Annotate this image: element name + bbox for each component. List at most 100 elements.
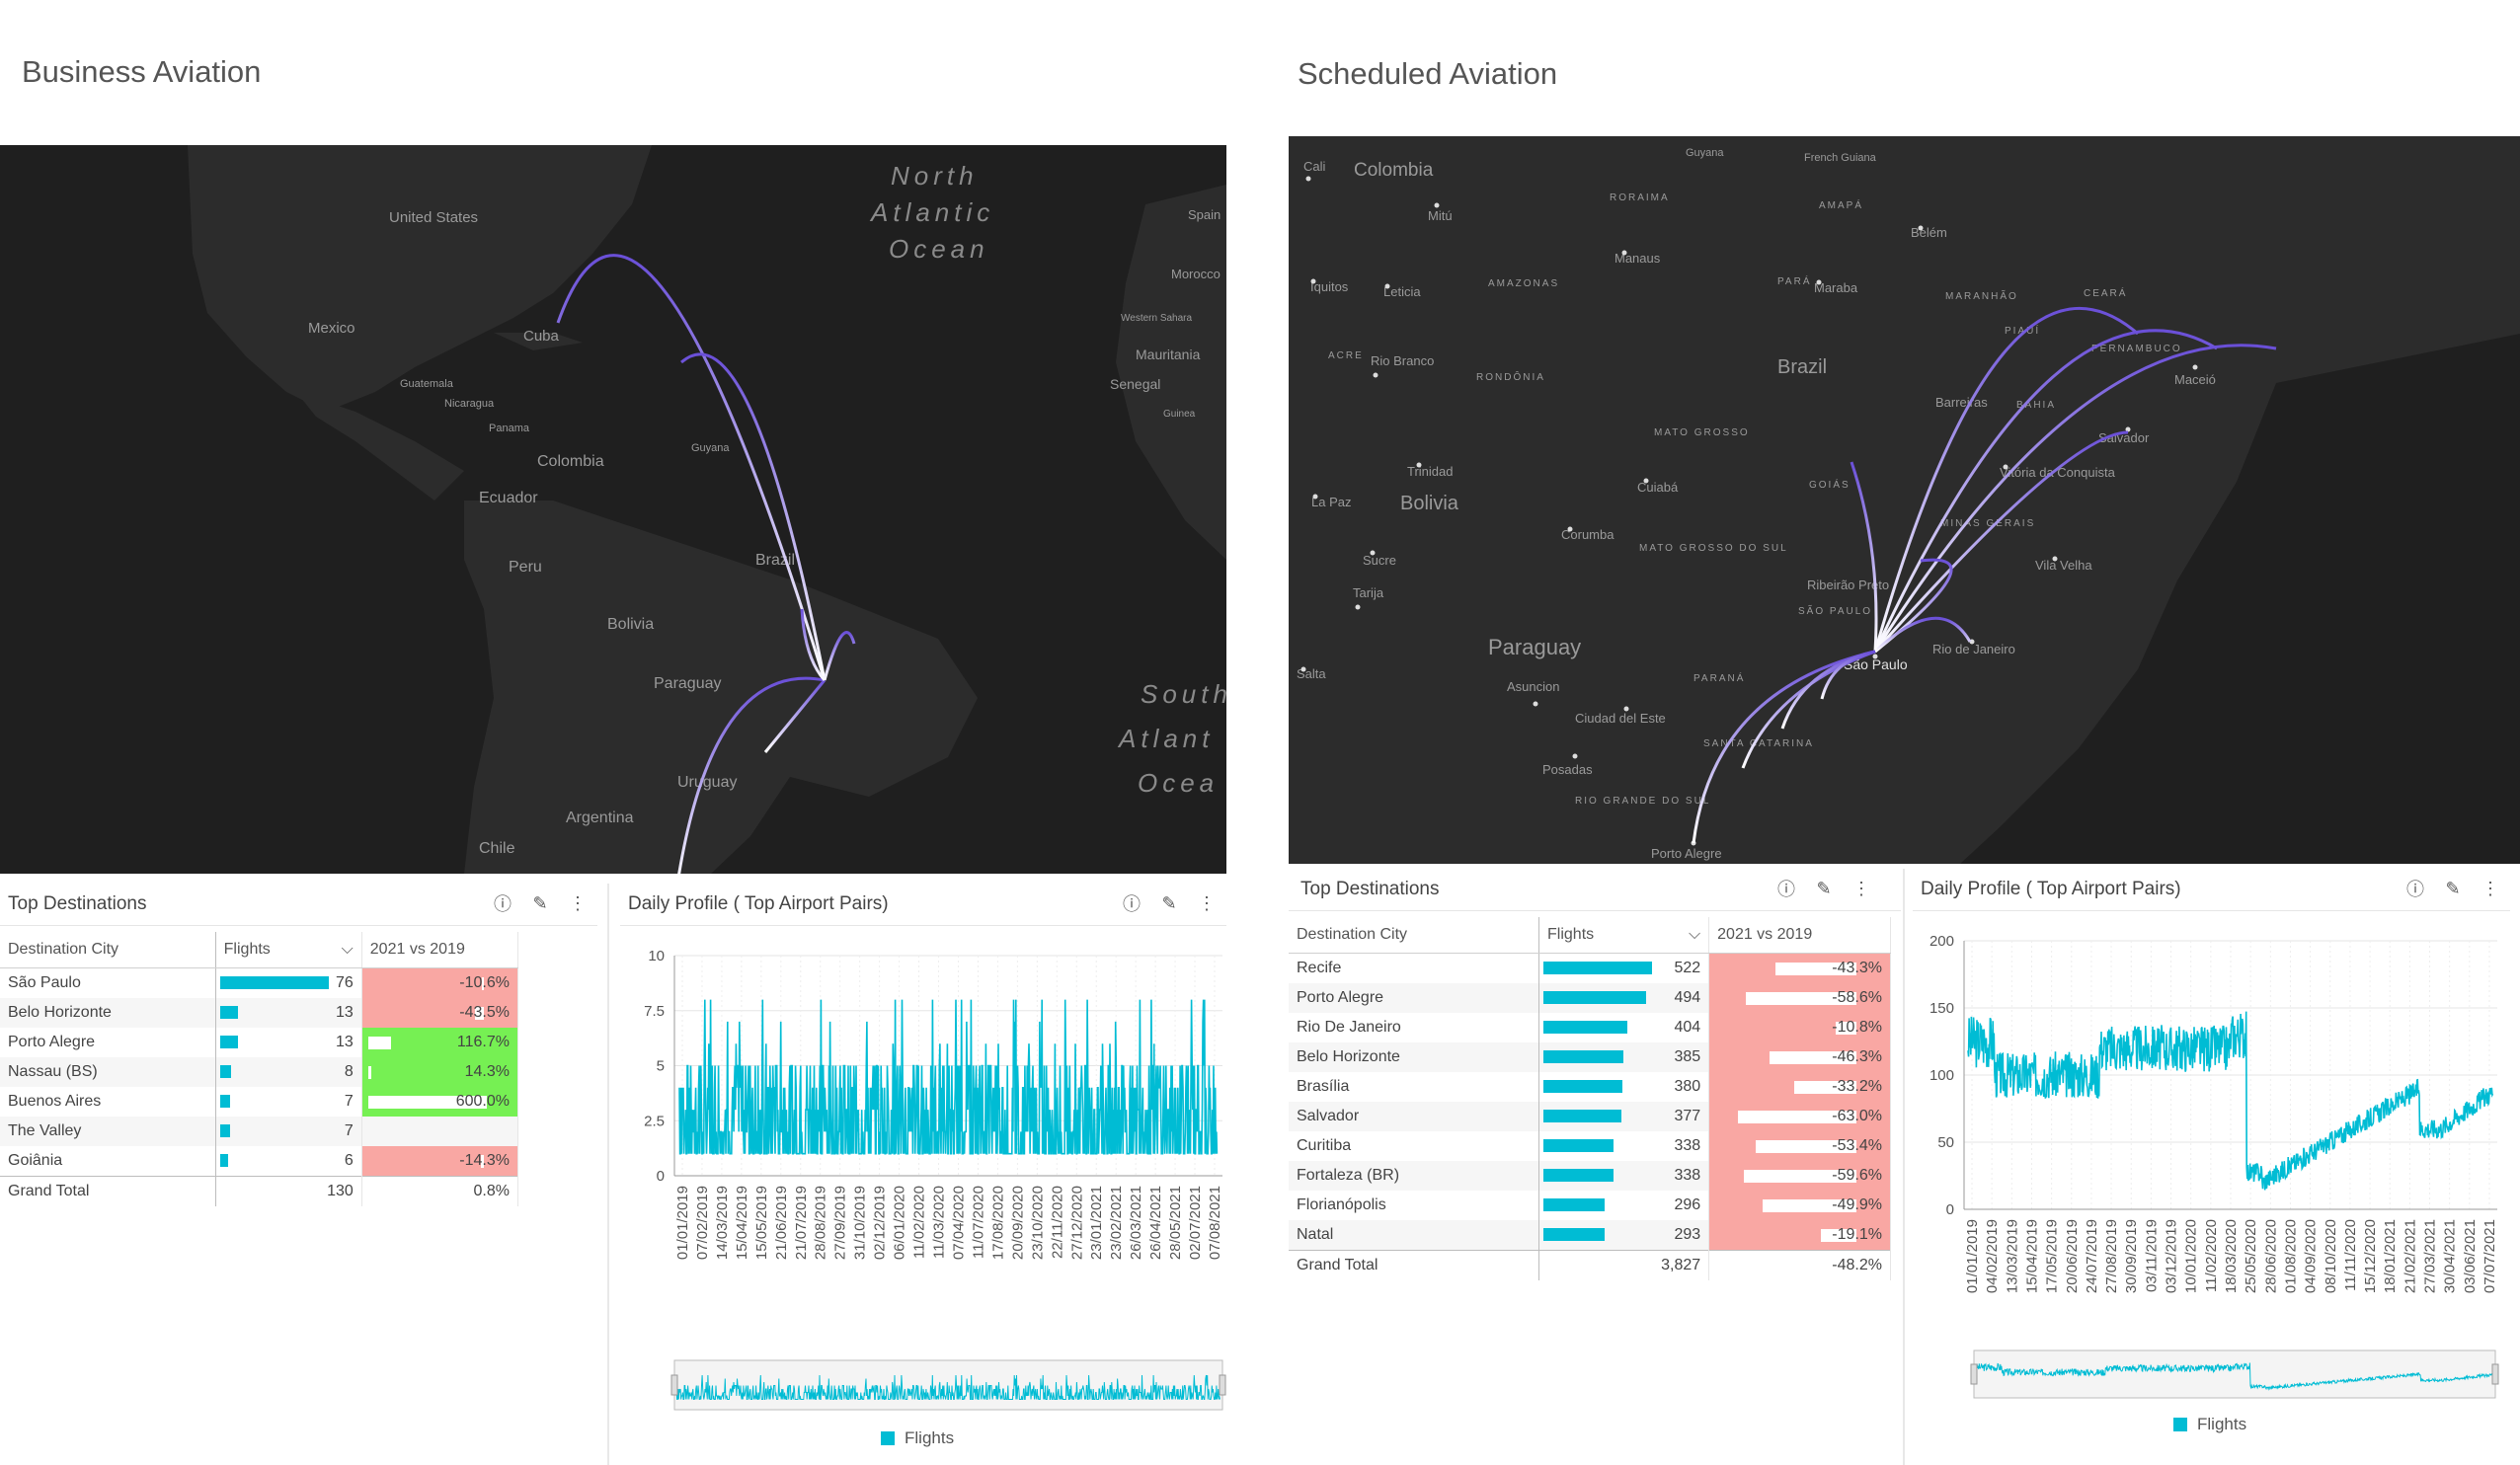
column-header-city[interactable]: Destination City <box>0 932 216 968</box>
navigator-track[interactable] <box>673 1359 1223 1411</box>
city-dot <box>1643 478 1649 484</box>
table-row[interactable]: Recife 522 -43.3% <box>1289 953 1891 983</box>
table-row[interactable]: Rio De Janeiro 404 -10.8% <box>1289 1013 1891 1042</box>
edit-icon[interactable]: ✎ <box>2445 878 2461 898</box>
table-row[interactable]: Fortaleza (BR) 338 -59.6% <box>1289 1161 1891 1191</box>
map-place-label: Panama <box>489 423 530 434</box>
map-place-label: SANTA CATARINA <box>1703 738 1814 749</box>
table-row[interactable]: Curitiba 338 -53.4% <box>1289 1131 1891 1161</box>
landmass-caribbean <box>494 333 583 350</box>
flight-arc[interactable] <box>1692 650 1876 844</box>
y-tick-label: 50 <box>1937 1134 1954 1151</box>
flight-arc[interactable] <box>556 254 827 681</box>
flights-bar <box>219 1095 230 1108</box>
scheduled-aviation-map[interactable]: Colombia Brazil Bolivia Paraguay Guyana Frenc… <box>1289 136 2520 864</box>
x-tick-label: 30/04/2021 <box>2442 1219 2459 1293</box>
map-canvas[interactable]: North Atlantic Ocean South Atlant Ocea United … <box>0 145 1226 874</box>
navigator-handle-right[interactable] <box>1219 1374 1226 1396</box>
info-icon[interactable]: ⓘ <box>2406 880 2424 899</box>
info-icon[interactable]: ⓘ <box>1123 894 1141 914</box>
navigator-handle-right[interactable] <box>2491 1363 2499 1385</box>
flight-arc[interactable] <box>800 608 827 682</box>
table-row[interactable]: Florianópolis 296 -49.9% <box>1289 1191 1891 1220</box>
more-icon[interactable]: ⋮ <box>2481 878 2499 898</box>
map-place-label: Paraguay <box>654 675 722 692</box>
map-place-label: Ecuador <box>479 490 538 506</box>
city-dot <box>1416 462 1422 468</box>
map-place-label: Manaus <box>1614 251 1661 266</box>
flight-arc[interactable] <box>1873 306 2139 653</box>
table-row[interactable]: The Valley 7 <box>0 1117 519 1146</box>
chart-legend[interactable]: Flights <box>2173 1415 2246 1434</box>
table-row[interactable]: Porto Alegre 494 -58.6% <box>1289 983 1891 1013</box>
cell-change: -63.0% <box>1708 1102 1891 1131</box>
table-row[interactable]: Porto Alegre 13 116.7% <box>0 1028 519 1057</box>
flights-series-line[interactable] <box>1967 1011 2494 1191</box>
flight-arc[interactable] <box>1873 344 2277 653</box>
change-value: -10.6% <box>459 974 510 991</box>
chart-legend[interactable]: Flights <box>881 1428 954 1448</box>
column-header-flights[interactable]: Flights ⌵ <box>214 932 362 968</box>
map-place-label: Leticia <box>1383 284 1421 299</box>
column-header-flights-label: Flights <box>223 941 271 958</box>
flight-arc[interactable] <box>676 676 826 874</box>
flights-bar <box>1543 1169 1614 1182</box>
table-row[interactable]: São Paulo 76 -10.6% <box>0 967 519 998</box>
map-place-label: South <box>1141 679 1226 709</box>
change-bar <box>1746 992 1856 1005</box>
flights-value: 76 <box>335 974 354 991</box>
range-navigator[interactable] <box>670 1359 1226 1411</box>
map-place-label: Vila Velha <box>2035 558 2092 573</box>
x-tick-label: 18/01/2021 <box>2382 1219 2399 1293</box>
change-bar <box>367 1096 487 1109</box>
flight-arc[interactable] <box>1873 616 1972 654</box>
more-icon[interactable]: ⋮ <box>1852 878 1870 898</box>
map-place-label: Colombia <box>537 453 604 470</box>
flight-arc[interactable] <box>1741 650 1876 769</box>
edit-icon[interactable]: ✎ <box>532 892 548 913</box>
flight-arc[interactable] <box>1873 329 2218 653</box>
map-place-label: Guyana <box>1686 147 1724 159</box>
flight-arc[interactable] <box>1873 430 2129 653</box>
panel-toolbar: ⓘ ✎ ⋮ <box>1776 878 1871 900</box>
table-row[interactable]: Nassau (BS) 8 14.3% <box>0 1057 519 1087</box>
table-row[interactable]: Buenos Aires 7 600.0% <box>0 1087 519 1117</box>
daily-profile-chart[interactable]: 0 2.5 5 7.5 10 01/01/2019 07/02/2019 14/03/2019… <box>620 931 1226 1425</box>
map-place-label: Trinidad <box>1407 464 1453 479</box>
table-row[interactable]: Belo Horizonte 13 -43.5% <box>0 998 519 1028</box>
map-canvas[interactable]: Colombia Brazil Bolivia Paraguay Guyana Frenc… <box>1289 136 2520 864</box>
column-header-change[interactable]: 2021 vs 2019 <box>1708 917 1891 954</box>
flight-arc[interactable] <box>680 352 827 681</box>
edit-icon[interactable]: ✎ <box>1816 878 1832 898</box>
x-tick-label: 18/03/2020 <box>2223 1219 2240 1293</box>
sort-chevron-down-icon[interactable]: ⌵ <box>341 941 354 958</box>
range-navigator[interactable] <box>1970 1349 2499 1399</box>
navigator-handle-left[interactable] <box>670 1374 678 1396</box>
table-row[interactable]: Brasília 380 -33.2% <box>1289 1072 1891 1102</box>
column-header-flights[interactable]: Flights ⌵ <box>1538 917 1710 954</box>
business-aviation-map[interactable]: North Atlantic Ocean South Atlant Ocea United … <box>0 145 1226 874</box>
flights-series-line[interactable] <box>678 999 1219 1155</box>
cell-city: Porto Alegre <box>8 1034 96 1050</box>
flight-arc[interactable] <box>1820 650 1876 700</box>
table-row[interactable]: Goiânia 6 -14.3% <box>0 1146 519 1177</box>
y-tick-label: 100 <box>1929 1067 1954 1084</box>
table-row[interactable]: Natal 293 -19.1% <box>1289 1220 1891 1251</box>
flight-arc[interactable] <box>763 679 827 753</box>
navigator-handle-left[interactable] <box>1970 1363 1978 1385</box>
sort-chevron-down-icon[interactable]: ⌵ <box>1689 926 1701 943</box>
more-icon[interactable]: ⋮ <box>1198 892 1216 913</box>
info-icon[interactable]: ⓘ <box>1777 880 1795 899</box>
map-place-label: Spain <box>1188 207 1221 222</box>
x-tick-label: 11/02/2020 <box>911 1186 928 1259</box>
table-row[interactable]: Belo Horizonte 385 -46.3% <box>1289 1042 1891 1072</box>
flight-arc[interactable] <box>823 631 856 681</box>
info-icon[interactable]: ⓘ <box>494 894 512 914</box>
edit-icon[interactable]: ✎ <box>1161 892 1177 913</box>
column-header-change[interactable]: 2021 vs 2019 <box>361 932 519 968</box>
table-row[interactable]: Salvador 377 -63.0% <box>1289 1102 1891 1131</box>
daily-profile-chart[interactable]: 0 50 100 150 200 01/01/2019 04/02/2019 13/03/20… <box>1913 916 2510 1420</box>
column-header-city[interactable]: Destination City <box>1289 917 1539 954</box>
flight-arc[interactable] <box>1850 461 1878 653</box>
more-icon[interactable]: ⋮ <box>569 892 587 913</box>
